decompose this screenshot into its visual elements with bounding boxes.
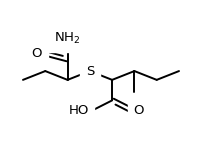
- Text: O: O: [133, 104, 144, 117]
- Text: HO: HO: [69, 104, 89, 117]
- Text: S: S: [86, 65, 94, 78]
- Text: NH$_2$: NH$_2$: [54, 31, 81, 46]
- Text: O: O: [32, 47, 42, 60]
